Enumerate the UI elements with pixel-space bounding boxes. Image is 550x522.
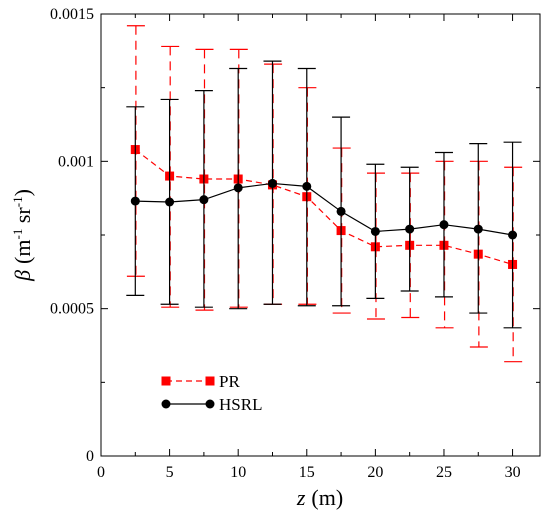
data-point bbox=[439, 220, 449, 230]
data-point bbox=[370, 226, 380, 236]
x-tick-label: 5 bbox=[166, 464, 174, 481]
x-tick-label: 10 bbox=[230, 464, 246, 481]
y-tick-label: 0.0015 bbox=[50, 6, 94, 23]
data-point bbox=[199, 195, 209, 205]
x-tick-label: 30 bbox=[505, 464, 521, 481]
x-tick-label: 15 bbox=[299, 464, 315, 481]
x-tick-label: 25 bbox=[436, 464, 452, 481]
legend-item-hsrl: HSRL bbox=[161, 395, 262, 414]
data-point bbox=[165, 197, 175, 207]
y-axis-unit-close: ) bbox=[10, 189, 35, 196]
y-axis-title: β(m-1 sr-1) bbox=[10, 189, 35, 282]
y-axis-unit-sup1: -1 bbox=[10, 229, 25, 240]
legend-label: HSRL bbox=[219, 395, 262, 414]
series-line bbox=[135, 182, 513, 236]
plot-marks bbox=[126, 25, 523, 363]
legend-label: PR bbox=[219, 372, 240, 391]
y-axis-unit-mid: sr bbox=[10, 207, 35, 229]
y-tick-label: 0.001 bbox=[58, 153, 94, 170]
legend-marker bbox=[205, 399, 215, 409]
y-axis-symbol: β bbox=[10, 270, 35, 282]
data-point bbox=[267, 178, 277, 188]
axis-ticks: 0 5 10 15 20 25 30 0 0.0005 0.001 0.0015 bbox=[50, 6, 540, 481]
series-pr bbox=[126, 25, 523, 363]
data-point bbox=[405, 224, 415, 234]
data-point bbox=[336, 206, 346, 216]
y-tick-label: 0.0005 bbox=[50, 301, 94, 318]
x-axis-title: z (m) bbox=[296, 485, 343, 510]
legend-marker bbox=[205, 376, 215, 386]
legend-marker bbox=[161, 399, 171, 409]
y-tick-label: 0 bbox=[86, 448, 94, 465]
series-line bbox=[134, 149, 513, 266]
y-axis-unit-open: (m bbox=[10, 239, 35, 263]
x-axis-symbol: z bbox=[296, 485, 306, 510]
plot-frame bbox=[100, 13, 541, 457]
data-point bbox=[130, 196, 140, 206]
legend-marker bbox=[161, 376, 171, 386]
data-point bbox=[233, 183, 243, 193]
legend: PR HSRL bbox=[161, 372, 262, 414]
data-point bbox=[473, 224, 483, 234]
legend-item-pr: PR bbox=[161, 372, 240, 391]
series-hsrl bbox=[126, 60, 522, 329]
data-point bbox=[508, 230, 518, 240]
data-point bbox=[302, 181, 312, 191]
y-axis-unit-sup2: -1 bbox=[10, 196, 25, 207]
x-axis-unit: (m) bbox=[311, 485, 343, 510]
x-tick-label: 0 bbox=[97, 464, 105, 481]
x-tick-label: 20 bbox=[367, 464, 383, 481]
